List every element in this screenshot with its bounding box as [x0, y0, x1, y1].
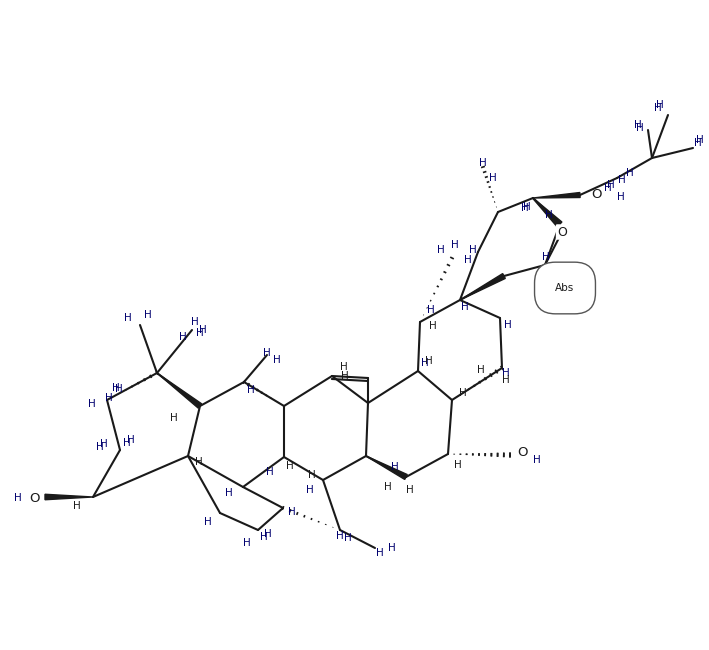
Text: H: H	[243, 538, 251, 548]
Text: H: H	[479, 158, 487, 168]
Text: H: H	[260, 532, 268, 542]
Text: H: H	[199, 325, 207, 335]
Text: H: H	[144, 310, 152, 320]
Text: H: H	[618, 175, 626, 185]
Text: H: H	[123, 438, 131, 448]
Text: H: H	[247, 385, 255, 395]
Text: H: H	[344, 533, 352, 543]
Text: H: H	[617, 192, 625, 202]
Text: H: H	[225, 488, 233, 498]
Text: H: H	[545, 210, 553, 220]
Text: H: H	[105, 393, 113, 403]
Polygon shape	[460, 274, 506, 300]
Text: H: H	[170, 413, 178, 423]
Text: H: H	[179, 332, 187, 342]
Text: H: H	[437, 245, 445, 255]
Text: H: H	[376, 548, 384, 558]
Text: H: H	[464, 255, 472, 265]
Text: H: H	[384, 482, 392, 492]
Text: H: H	[388, 543, 396, 553]
Text: H: H	[504, 320, 512, 330]
Text: H: H	[115, 384, 123, 394]
Text: H: H	[406, 485, 414, 495]
Text: H: H	[626, 168, 634, 178]
Text: H: H	[523, 202, 531, 212]
Text: H: H	[306, 485, 314, 495]
Text: H: H	[14, 493, 22, 503]
Text: H: H	[502, 375, 510, 385]
Polygon shape	[45, 494, 93, 500]
Text: H: H	[654, 103, 662, 113]
Text: O: O	[517, 447, 527, 460]
Text: H: H	[477, 365, 485, 375]
Text: H: H	[521, 203, 529, 213]
Polygon shape	[157, 373, 201, 408]
Text: H: H	[544, 278, 552, 288]
Text: H: H	[656, 100, 664, 110]
Text: H: H	[533, 455, 541, 465]
Text: H: H	[266, 467, 274, 477]
Text: H: H	[286, 461, 294, 471]
Text: H: H	[191, 317, 199, 327]
Text: H: H	[340, 362, 348, 372]
Polygon shape	[533, 198, 562, 226]
Text: H: H	[636, 123, 644, 133]
Text: H: H	[425, 356, 433, 366]
Text: H: H	[100, 439, 108, 449]
Text: H: H	[196, 328, 204, 338]
Text: H: H	[429, 321, 437, 331]
Text: H: H	[421, 358, 429, 368]
Text: H: H	[542, 252, 550, 262]
Text: H: H	[694, 138, 702, 148]
Text: H: H	[112, 383, 120, 393]
Text: Abs: Abs	[555, 283, 574, 293]
Text: O: O	[29, 493, 39, 506]
Text: H: H	[391, 462, 399, 472]
Text: H: H	[288, 507, 296, 517]
Text: H: H	[204, 517, 212, 527]
Text: H: H	[454, 460, 462, 470]
Text: H: H	[195, 457, 203, 467]
Text: H: H	[341, 371, 349, 381]
Text: H: H	[308, 470, 316, 480]
Text: H: H	[459, 388, 467, 398]
Text: O: O	[557, 226, 567, 239]
Text: H: H	[604, 183, 612, 193]
Text: H: H	[427, 305, 435, 315]
Text: H: H	[634, 120, 642, 130]
Text: H: H	[544, 265, 552, 275]
Text: H: H	[127, 435, 135, 445]
Text: H: H	[96, 442, 104, 452]
Text: H: H	[461, 302, 469, 312]
Text: H: H	[124, 313, 132, 323]
Text: H: H	[696, 135, 704, 145]
Text: O: O	[591, 188, 601, 202]
Text: H: H	[336, 531, 344, 541]
Text: H: H	[607, 180, 615, 190]
Text: H: H	[264, 529, 272, 539]
Text: H: H	[73, 501, 81, 511]
Text: H: H	[273, 355, 281, 365]
Text: H: H	[88, 399, 96, 409]
Text: H: H	[502, 368, 510, 378]
Polygon shape	[366, 456, 407, 480]
Text: H: H	[545, 267, 553, 277]
Polygon shape	[533, 192, 580, 198]
Text: H: H	[451, 240, 459, 250]
Text: H: H	[489, 173, 497, 183]
Text: H: H	[263, 348, 271, 358]
Text: H: H	[469, 245, 477, 255]
